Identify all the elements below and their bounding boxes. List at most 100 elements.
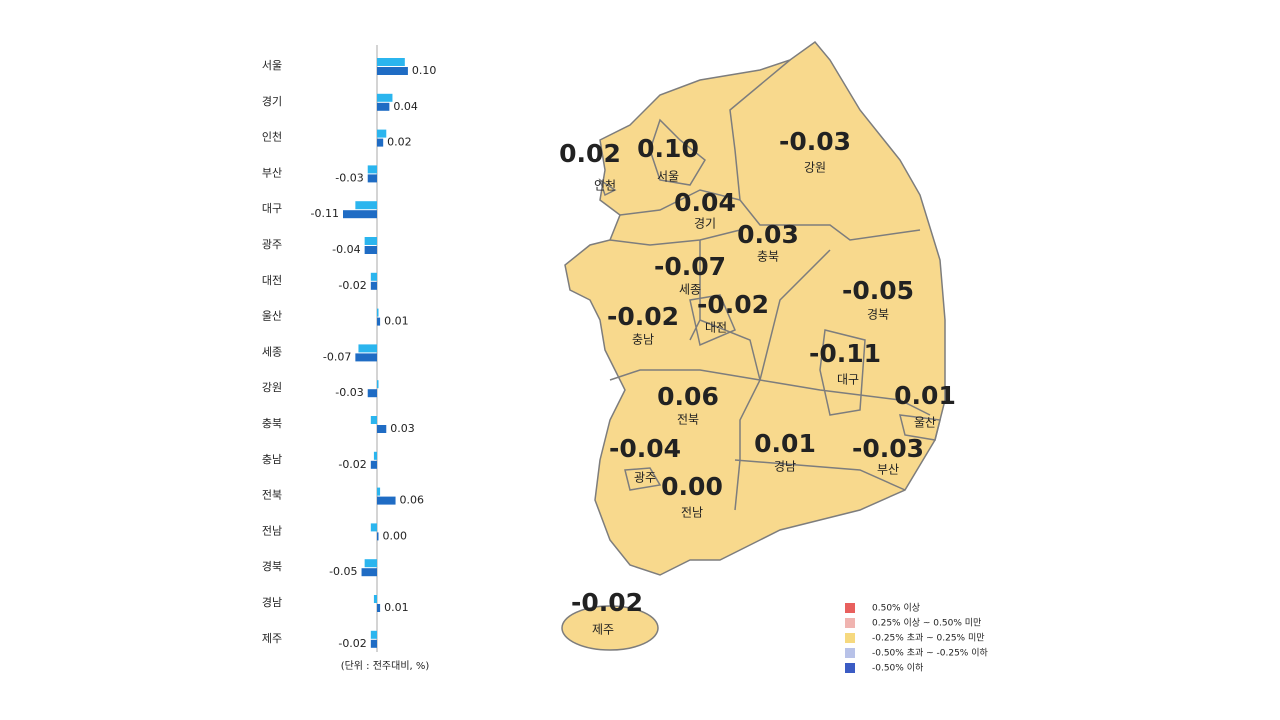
region-name: 대구 [837,373,859,387]
region-name: 강원 [804,161,826,175]
category-label: 세종 [262,345,282,358]
region-value: -0.03 [852,434,924,463]
unit-note: (단위 : 전주대비, %) [341,659,430,672]
category-label: 대전 [262,274,282,287]
region-value: 0.04 [674,188,736,217]
bar [343,210,377,219]
value-label: 0.04 [393,100,418,113]
bar [377,67,408,75]
bar [377,532,379,541]
region-name: 서울 [657,170,679,184]
region-name: 광주 [634,471,656,485]
bar [377,308,379,317]
bar [377,93,393,102]
value-label: -0.05 [329,565,357,578]
value-label: 0.00 [383,529,408,542]
region-name: 충남 [632,333,654,347]
region-name: 경북 [867,308,889,322]
bar [370,630,377,639]
category-label: 경북 [262,560,282,573]
region-name: 전남 [681,506,703,520]
region-value: -0.11 [809,339,881,368]
legend-label: -0.50% 이하 [872,663,924,674]
value-label: -0.04 [332,243,360,256]
legend-label: -0.25% 초과 ~ 0.25% 미만 [872,633,985,644]
bar [355,201,377,210]
value-label: 0.06 [400,494,425,507]
region-value: -0.03 [779,127,851,156]
region-borders [598,59,941,511]
bar [377,487,381,496]
region-name: 세종 [679,283,701,297]
jeju [561,605,659,651]
region-value: 0.10 [637,134,699,163]
value-label: -0.11 [311,207,339,220]
bar [370,523,377,532]
bar [367,389,377,398]
bar [364,246,377,254]
legend-swatch [845,633,855,643]
bar [364,237,377,245]
legend-label: 0.50% 이상 [872,603,920,614]
bar [370,281,377,290]
legend-label: -0.50% 초과 ~ -0.25% 이하 [872,648,989,659]
bar [377,380,379,389]
bar [377,58,405,66]
category-label: 경기 [262,95,282,108]
category-label: 서울 [262,59,282,72]
region-value: -0.02 [571,588,643,617]
value-label: -0.02 [338,279,366,292]
region-name: 대전 [705,321,727,335]
legend-swatch [845,618,855,628]
region-value: -0.02 [697,290,769,319]
category-label: 제주 [262,632,282,645]
value-label: -0.02 [338,637,366,650]
bar [377,425,387,433]
region-value: -0.05 [842,276,914,305]
region-value: 0.06 [657,382,719,411]
bar [377,496,396,505]
region-value: 0.01 [894,381,956,410]
bar [377,138,384,147]
bar [370,639,377,648]
value-label: 0.10 [412,64,437,77]
region-name: 울산 [914,416,936,430]
category-label: 경남 [262,596,282,609]
bar [361,568,377,577]
legend-swatch [845,648,855,658]
region-value: -0.02 [607,302,679,331]
bar [364,559,377,568]
bar [367,165,377,174]
category-label: 강원 [262,381,282,394]
bar [370,272,377,281]
legend-swatch [845,663,855,673]
region-value: -0.04 [609,434,681,463]
value-label: 0.03 [390,422,415,435]
value-label: -0.03 [335,386,363,399]
bar [355,353,377,362]
legend-swatch [845,603,855,613]
legend-label: 0.25% 이상 ~ 0.50% 미만 [872,618,981,629]
region-name: 충북 [757,250,779,264]
bar [370,460,377,469]
region-name: 전북 [677,413,699,427]
region-name: 경남 [774,460,796,474]
category-label: 전남 [262,524,282,537]
value-label: 0.01 [384,315,409,328]
category-label: 전북 [262,489,282,502]
bar [367,174,377,183]
region-name: 인천 [594,178,616,193]
category-label: 부산 [262,166,282,179]
region-value: -0.07 [654,252,726,281]
category-label: 충북 [262,417,282,430]
bar [377,604,381,612]
region-name: 제주 [592,623,614,637]
bar [358,344,377,353]
category-label: 광주 [262,238,282,251]
value-label: -0.02 [338,458,366,471]
bar [377,102,390,111]
region-value: 0.03 [737,220,799,249]
category-label: 충남 [262,453,282,466]
bar [377,129,387,138]
